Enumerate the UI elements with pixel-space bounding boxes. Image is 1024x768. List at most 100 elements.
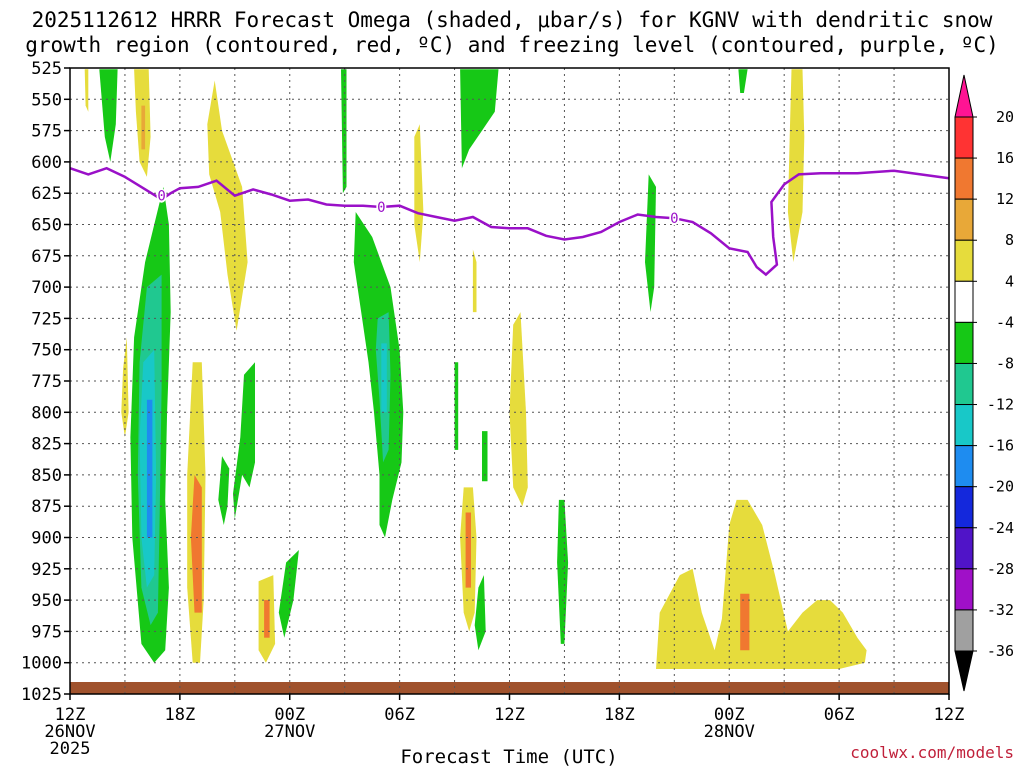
freezing-level-label-0: 0	[157, 189, 165, 205]
colorbar-top-triangle	[954, 74, 974, 118]
colorbar-band-11	[954, 568, 974, 611]
colorbar-label-12: -32	[987, 601, 1014, 619]
freezing-level-contour: 0 0 0	[69, 166, 950, 277]
colorbar-label-1: 16	[996, 149, 1014, 167]
y-tick-label-725: 725	[31, 309, 62, 329]
x-tick-year-0: 2025	[50, 739, 91, 759]
colorbar-band-6	[954, 362, 974, 406]
colorbar-band-10	[954, 527, 974, 570]
omega-region-15	[264, 600, 270, 638]
colorbar-band-3	[954, 239, 974, 282]
x-tick-label-30: 18Z	[604, 705, 635, 725]
x-tick-date-36: 28NOV	[704, 722, 755, 742]
freezing-level-label-2: 0	[670, 211, 678, 227]
x-tick-label-24: 12Z	[494, 705, 525, 725]
colorbar-band-5	[954, 321, 974, 364]
omega-region-34	[656, 499, 867, 669]
colorbar-band-1	[954, 157, 974, 200]
omega-region-20	[381, 343, 387, 413]
x-tick-label-48: 12Z	[934, 705, 965, 725]
colorbar-bottom-triangle	[954, 650, 974, 692]
omega-region-27	[474, 575, 486, 651]
omega-region-13	[233, 362, 255, 519]
y-tick-label-525: 525	[31, 59, 62, 79]
omega-region-0	[84, 69, 89, 112]
omega-region-30	[557, 499, 569, 644]
y-tick-label-900: 900	[31, 529, 62, 549]
omega-region-22	[460, 69, 499, 169]
chart-title-line-1: 2025112612 HRRR Forecast Omega (shaded, …	[31, 8, 993, 32]
colorbar-band-2	[954, 198, 974, 241]
omega-shading-layer	[84, 69, 867, 669]
y-tick-label-675: 675	[31, 247, 62, 267]
colorbar-label-3: 8	[1005, 231, 1014, 249]
y-tick-label-800: 800	[31, 403, 62, 423]
x-tick-label-18: 06Z	[384, 705, 415, 725]
x-tick-label-42: 06Z	[824, 705, 855, 725]
omega-region-35	[740, 593, 750, 651]
x-tick-label-12: 00Z	[274, 705, 305, 725]
colorbar-band-7	[954, 404, 974, 447]
chart-title-line-2: growth region (contoured, red, ºC) and f…	[25, 33, 999, 57]
y-tick-label-950: 950	[31, 591, 62, 611]
colorbar-label-4: 4	[1005, 272, 1014, 290]
y-tick-label-650: 650	[31, 216, 62, 236]
y-tick-label-600: 600	[31, 153, 62, 173]
colorbar-label-5: -4	[996, 313, 1014, 331]
colorbar-label-7: -12	[987, 396, 1014, 414]
y-tick-label-1025: 1025	[21, 685, 62, 705]
x-tick-label-6: 18Z	[165, 705, 196, 725]
y-tick-label-825: 825	[31, 435, 62, 455]
omega-region-23	[472, 249, 477, 313]
omega-region-3	[141, 105, 146, 150]
y-tick-label-925: 925	[31, 560, 62, 580]
omega-region-12	[218, 456, 230, 525]
colorbar-label-6: -8	[996, 354, 1014, 372]
colorbar-band-0	[954, 116, 974, 159]
y-tick-label-550: 550	[31, 90, 62, 110]
colorbar: 20 16 12 8 4 -4 -8 -12 -16 -20 -24 -28 -32 -36	[954, 74, 1014, 692]
y-axis-ticks: 525 550 575 600 625 650 675 700 725 750 775 800 825 8…	[21, 59, 70, 705]
colorbar-band-12	[954, 609, 974, 652]
colorbar-label-11: -28	[987, 560, 1014, 578]
grid-lines	[70, 68, 949, 694]
credit-text: coolwx.com/models	[850, 743, 1014, 762]
omega-region-16	[278, 550, 299, 638]
freezing-level-label-bg-2	[669, 211, 680, 226]
y-tick-label-700: 700	[31, 278, 62, 298]
colorbar-band-4	[954, 280, 974, 323]
colorbar-label-9: -20	[987, 478, 1014, 496]
y-tick-label-875: 875	[31, 497, 62, 517]
omega-region-11	[190, 474, 202, 613]
colorbar-label-2: 12	[996, 190, 1014, 208]
omega-region-29	[509, 312, 528, 507]
omega-region-31	[645, 174, 656, 313]
omega-region-24	[454, 362, 459, 450]
omega-region-26	[465, 512, 471, 588]
y-tick-label-775: 775	[31, 372, 62, 392]
colorbar-band-8	[954, 445, 974, 488]
y-tick-label-575: 575	[31, 122, 62, 142]
freezing-level-line	[69, 166, 950, 277]
colorbar-label-13: -36	[987, 642, 1014, 660]
y-tick-label-625: 625	[31, 184, 62, 204]
omega-region-17	[341, 69, 347, 194]
y-tick-label-975: 975	[31, 622, 62, 642]
x-axis-label: Forecast Time (UTC)	[400, 746, 617, 768]
y-tick-label-750: 750	[31, 341, 62, 361]
omega-region-32	[738, 69, 748, 93]
freezing-level-label-1: 0	[377, 200, 385, 216]
freezing-level-label-bg-0	[156, 188, 167, 203]
y-tick-label-1000: 1000	[21, 654, 62, 674]
omega-region-28	[482, 431, 488, 482]
omega-region-1	[99, 69, 118, 162]
x-tick-label-0: 12Z	[55, 705, 86, 725]
colorbar-label-8: -16	[987, 437, 1014, 455]
colorbar-label-10: -24	[987, 519, 1014, 537]
freezing-level-label-bg-1	[376, 199, 387, 214]
x-tick-date-0: 26NOV	[44, 722, 95, 742]
colorbar-band-9	[954, 486, 974, 529]
colorbar-label-0: 20	[996, 108, 1014, 126]
